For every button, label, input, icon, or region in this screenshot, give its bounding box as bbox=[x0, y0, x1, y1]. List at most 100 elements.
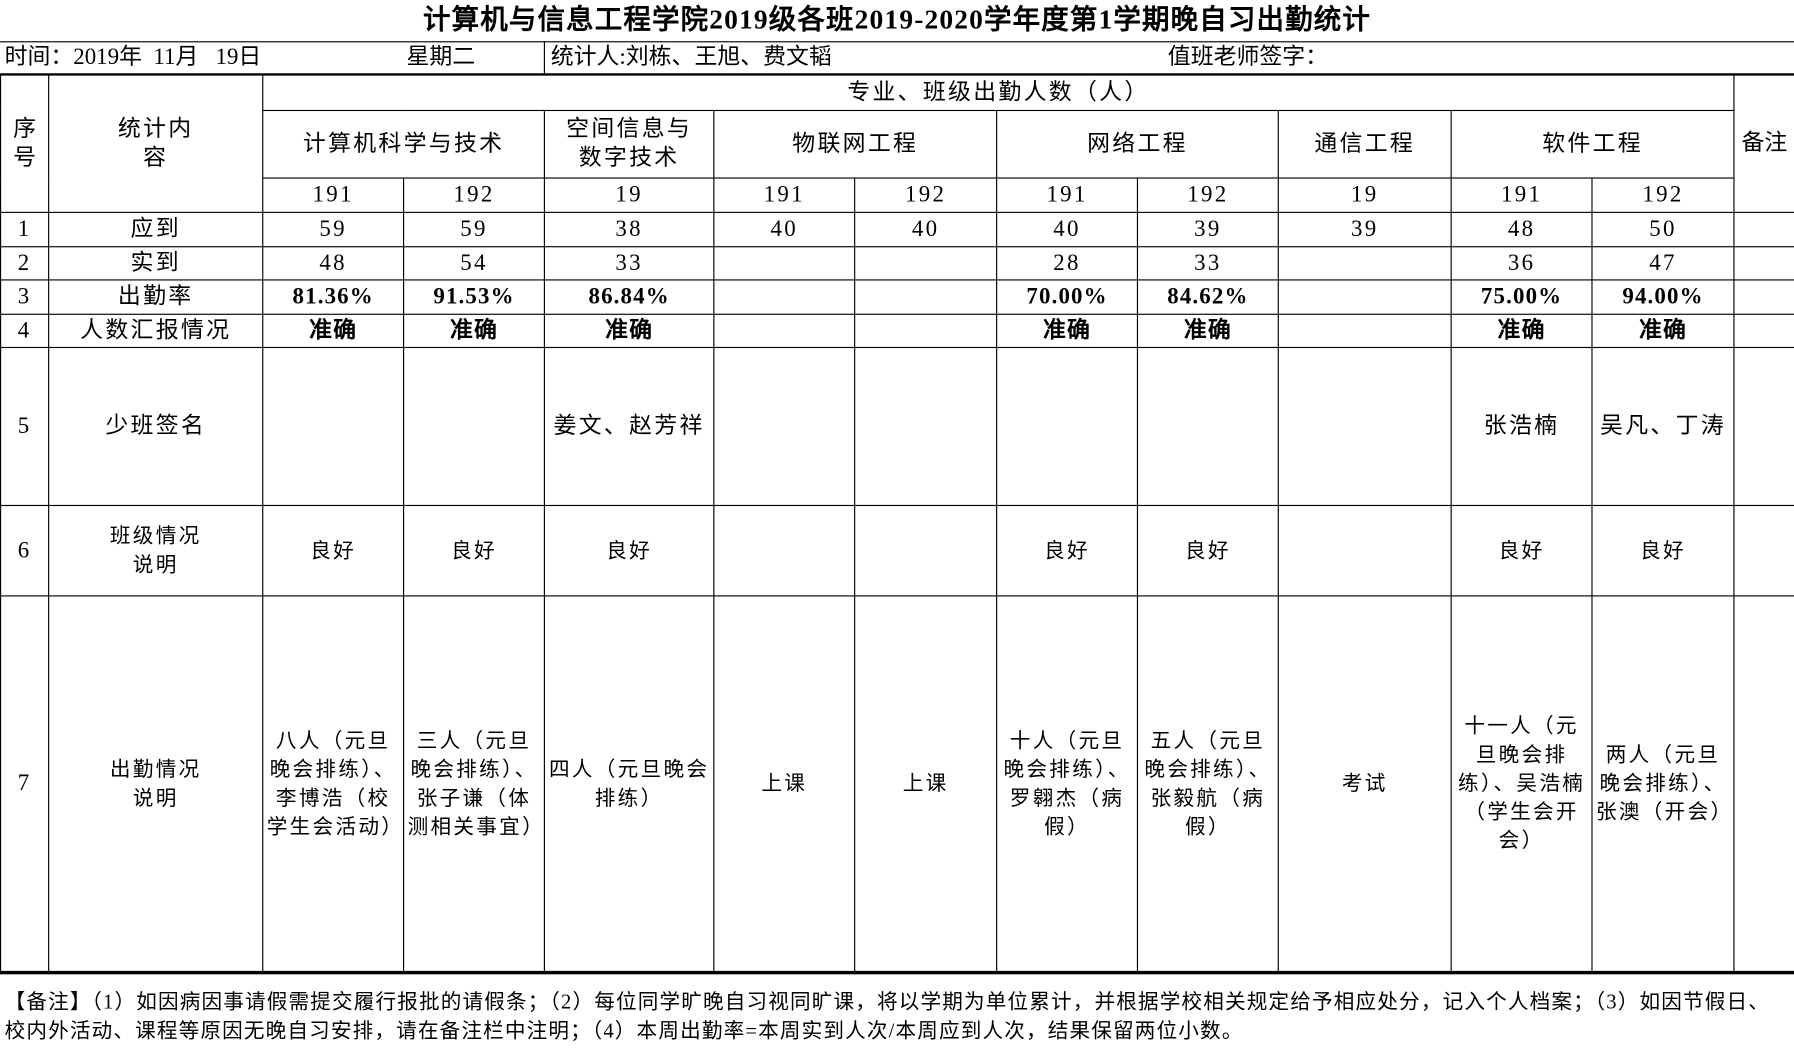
table-row: 5 少班签名 姜文、赵芳祥 张浩楠 吴凡、丁涛 bbox=[0, 346, 1794, 507]
table-cell bbox=[713, 313, 856, 349]
row-index: 6 bbox=[0, 504, 50, 597]
divider bbox=[543, 41, 545, 74]
table-cell bbox=[854, 279, 998, 315]
remark-cell bbox=[1733, 313, 1794, 349]
table-cell bbox=[713, 246, 856, 281]
class-header: 191 bbox=[996, 177, 1139, 213]
row-index: 7 bbox=[0, 595, 50, 973]
table-cell: 良好 bbox=[996, 504, 1139, 597]
table-cell: 准确 bbox=[1591, 313, 1735, 349]
table-cell: 94.00% bbox=[1591, 279, 1735, 315]
table-cell: 十人（元旦晚会排练）、罗翱杰（病假） bbox=[996, 595, 1139, 973]
table-row: 3 出勤率 81.36% 91.53% 86.84% 70.00% 84.62% 75.00%… bbox=[0, 279, 1794, 315]
attendance-table: 序号 统计内容 专业、班级出勤人数（人） 备注 计算机科学与技术 空间信息与数字技… bbox=[0, 74, 1794, 973]
table-cell: 良好 bbox=[543, 504, 715, 597]
table-cell bbox=[262, 346, 405, 507]
table-cell: 准确 bbox=[262, 313, 405, 349]
table-cell: 四人（元旦晚会排练） bbox=[543, 595, 715, 973]
remark-cell bbox=[1733, 211, 1794, 248]
header-content: 统计内容 bbox=[48, 74, 264, 213]
table-cell: 33 bbox=[543, 246, 715, 281]
footnote: 【备注】（1）如因病因事请假需提交履行报批的请假条；（2）每位同学旷晚自习视同旷… bbox=[0, 972, 1794, 1052]
table-cell: 良好 bbox=[1450, 504, 1593, 597]
table-row: 4 人数汇报情况 准确 准确 准确 准确 准确 准确 准确 bbox=[0, 313, 1794, 349]
statistician-label: 统计人:刘栋、王旭、费文韬 bbox=[550, 44, 832, 70]
table-cell: 48 bbox=[1450, 211, 1593, 248]
class-header: 192 bbox=[1591, 177, 1735, 213]
table-cell bbox=[854, 346, 998, 507]
table-cell: 准确 bbox=[1450, 313, 1593, 349]
header-group: 专业、班级出勤人数（人） bbox=[262, 74, 1735, 112]
table-cell: 59 bbox=[403, 211, 545, 248]
table-cell: 81.36% bbox=[262, 279, 405, 315]
table-cell: 两人（元旦晚会排练）、张澳（开会） bbox=[1591, 595, 1735, 973]
table-cell: 准确 bbox=[996, 313, 1139, 349]
table-cell: 39 bbox=[1277, 211, 1452, 248]
table-cell: 38 bbox=[543, 211, 715, 248]
table-cell: 48 bbox=[262, 246, 405, 281]
table-cell bbox=[1277, 246, 1452, 281]
table-row: 6 班级情况说明 良好 良好 良好 良好 良好 良好 良好 bbox=[0, 504, 1794, 597]
weekday-label: 星期二 bbox=[406, 44, 476, 70]
table-cell bbox=[1277, 346, 1452, 507]
row-index: 1 bbox=[0, 211, 50, 248]
table-cell: 张浩楠 bbox=[1450, 346, 1593, 507]
table-cell: 五人（元旦晚会排练）、张毅航（病假） bbox=[1136, 595, 1279, 973]
remark-cell bbox=[1733, 246, 1794, 281]
class-header: 192 bbox=[403, 177, 545, 213]
table-cell: 54 bbox=[403, 246, 545, 281]
major-header: 计算机科学与技术 bbox=[262, 109, 545, 179]
table-cell: 良好 bbox=[262, 504, 405, 597]
table-cell: 40 bbox=[713, 211, 856, 248]
remark-cell bbox=[1733, 595, 1794, 973]
table-cell: 33 bbox=[1136, 246, 1279, 281]
teacher-sign-label: 值班老师签字： bbox=[1167, 44, 1329, 70]
table-cell bbox=[996, 346, 1139, 507]
table-row: 1 应到 59 59 38 40 40 40 39 39 48 50 bbox=[0, 211, 1794, 248]
table-cell: 50 bbox=[1591, 211, 1735, 248]
table-cell: 准确 bbox=[403, 313, 545, 349]
table-cell bbox=[713, 279, 856, 315]
table-cell bbox=[1277, 504, 1452, 597]
table-cell: 86.84% bbox=[543, 279, 715, 315]
row-index: 2 bbox=[0, 246, 50, 281]
date-label: 时间：2019年 11月 19日 bbox=[4, 44, 262, 70]
row-label: 出勤率 bbox=[48, 279, 264, 315]
class-header: 191 bbox=[262, 177, 405, 213]
table-cell: 考试 bbox=[1277, 595, 1452, 973]
header-remark: 备注 bbox=[1733, 74, 1794, 213]
class-header: 191 bbox=[1450, 177, 1593, 213]
table-cell: 28 bbox=[996, 246, 1139, 281]
info-row: 时间：2019年 11月 19日 星期二 统计人:刘栋、王旭、费文韬 值班老师签… bbox=[0, 41, 1794, 76]
remark-cell bbox=[1733, 504, 1794, 597]
row-label: 班级情况说明 bbox=[48, 504, 264, 597]
table-cell: 姜文、赵芳祥 bbox=[543, 346, 715, 507]
table-cell: 84.62% bbox=[1136, 279, 1279, 315]
table-cell: 良好 bbox=[1591, 504, 1735, 597]
table-cell: 59 bbox=[262, 211, 405, 248]
row-index: 3 bbox=[0, 279, 50, 315]
table-cell bbox=[854, 313, 998, 349]
table-cell bbox=[713, 504, 856, 597]
major-header: 空间信息与数字技术 bbox=[543, 109, 715, 179]
table-cell: 40 bbox=[996, 211, 1139, 248]
class-header: 19 bbox=[543, 177, 715, 213]
table-cell: 十一人（元旦晚会排练）、吴浩楠（学生会开会） bbox=[1450, 595, 1593, 973]
row-label: 少班签名 bbox=[48, 346, 264, 507]
row-label: 出勤情况说明 bbox=[48, 595, 264, 973]
table-cell bbox=[1277, 313, 1452, 349]
table-cell: 良好 bbox=[1136, 504, 1279, 597]
class-header: 191 bbox=[713, 177, 856, 213]
table-cell bbox=[403, 346, 545, 507]
table-cell: 70.00% bbox=[996, 279, 1139, 315]
remark-cell bbox=[1733, 279, 1794, 315]
major-header: 物联网工程 bbox=[713, 109, 998, 179]
row-label: 应到 bbox=[48, 211, 264, 248]
table-cell: 上课 bbox=[854, 595, 998, 973]
row-label: 人数汇报情况 bbox=[48, 313, 264, 349]
table-cell: 良好 bbox=[403, 504, 545, 597]
row-label: 实到 bbox=[48, 246, 264, 281]
major-header: 网络工程 bbox=[996, 109, 1279, 179]
table-cell: 八人（元旦晚会排练）、李博浩（校学生会活动） bbox=[262, 595, 405, 973]
